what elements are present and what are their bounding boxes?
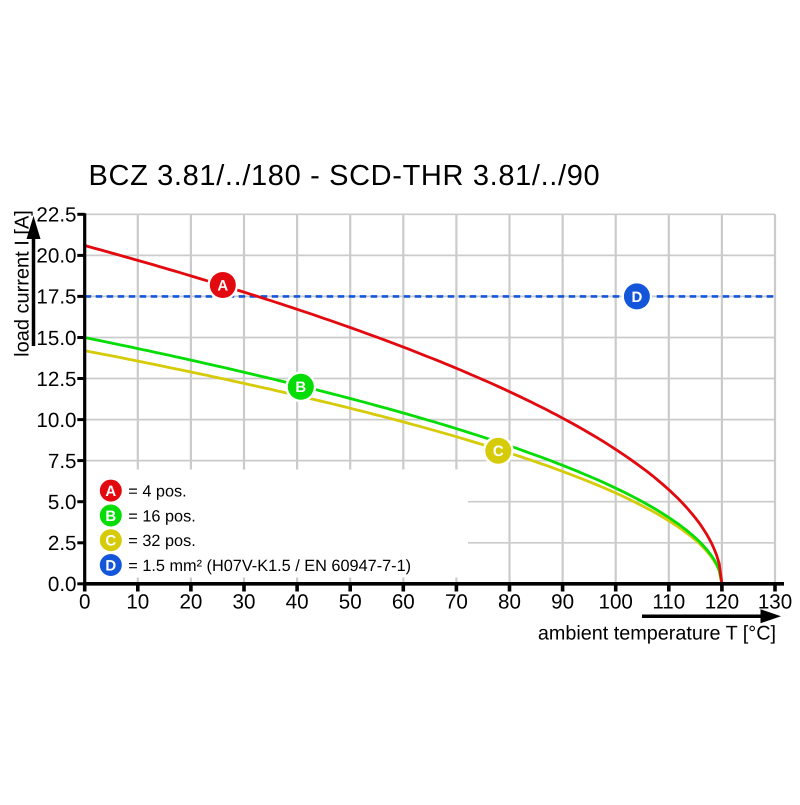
svg-text:15.0: 15.0 (36, 327, 76, 350)
svg-text:80: 80 (498, 591, 521, 614)
svg-text:C: C (105, 533, 116, 550)
svg-text:20.0: 20.0 (36, 245, 76, 268)
svg-text:20: 20 (179, 591, 202, 614)
svg-text:110: 110 (652, 591, 685, 614)
svg-text:22.5: 22.5 (36, 204, 76, 227)
svg-text:30: 30 (233, 591, 256, 614)
svg-text:40: 40 (286, 591, 309, 614)
svg-text:70: 70 (445, 591, 468, 614)
svg-text:0: 0 (79, 591, 90, 614)
svg-text:120: 120 (705, 591, 739, 614)
svg-text:B: B (295, 379, 306, 396)
svg-text:= 16 pos.: = 16 pos. (128, 508, 195, 526)
svg-text:100: 100 (599, 591, 633, 614)
svg-text:= 32 pos.: = 32 pos. (128, 532, 195, 550)
svg-text:= 1.5 mm² (H07V-K1.5 / EN 6094: = 1.5 mm² (H07V-K1.5 / EN 60947-7-1) (128, 557, 411, 575)
svg-text:50: 50 (339, 591, 362, 614)
svg-text:12.5: 12.5 (36, 368, 76, 391)
svg-text:D: D (631, 289, 642, 306)
svg-text:ambient temperature T [°C]: ambient temperature T [°C] (538, 623, 776, 645)
svg-text:C: C (493, 443, 504, 460)
svg-text:60: 60 (392, 591, 415, 614)
svg-text:17.5: 17.5 (36, 286, 76, 309)
svg-text:load current I [A]: load current I [A] (12, 210, 34, 357)
svg-text:A: A (217, 277, 228, 294)
svg-text:10.0: 10.0 (36, 409, 76, 432)
svg-text:90: 90 (551, 591, 574, 614)
svg-text:B: B (105, 508, 116, 525)
svg-text:BCZ 3.81/../180 - SCD-THR 3.81: BCZ 3.81/../180 - SCD-THR 3.81/../90 (89, 160, 601, 192)
svg-text:5.0: 5.0 (48, 491, 77, 514)
svg-text:A: A (105, 483, 116, 500)
svg-text:= 4 pos.: = 4 pos. (128, 483, 186, 501)
svg-text:130: 130 (758, 591, 792, 614)
svg-text:7.5: 7.5 (48, 450, 77, 473)
svg-text:0.0: 0.0 (48, 573, 77, 596)
svg-text:D: D (105, 557, 116, 574)
svg-text:10: 10 (126, 591, 149, 614)
svg-text:2.5: 2.5 (48, 532, 77, 555)
